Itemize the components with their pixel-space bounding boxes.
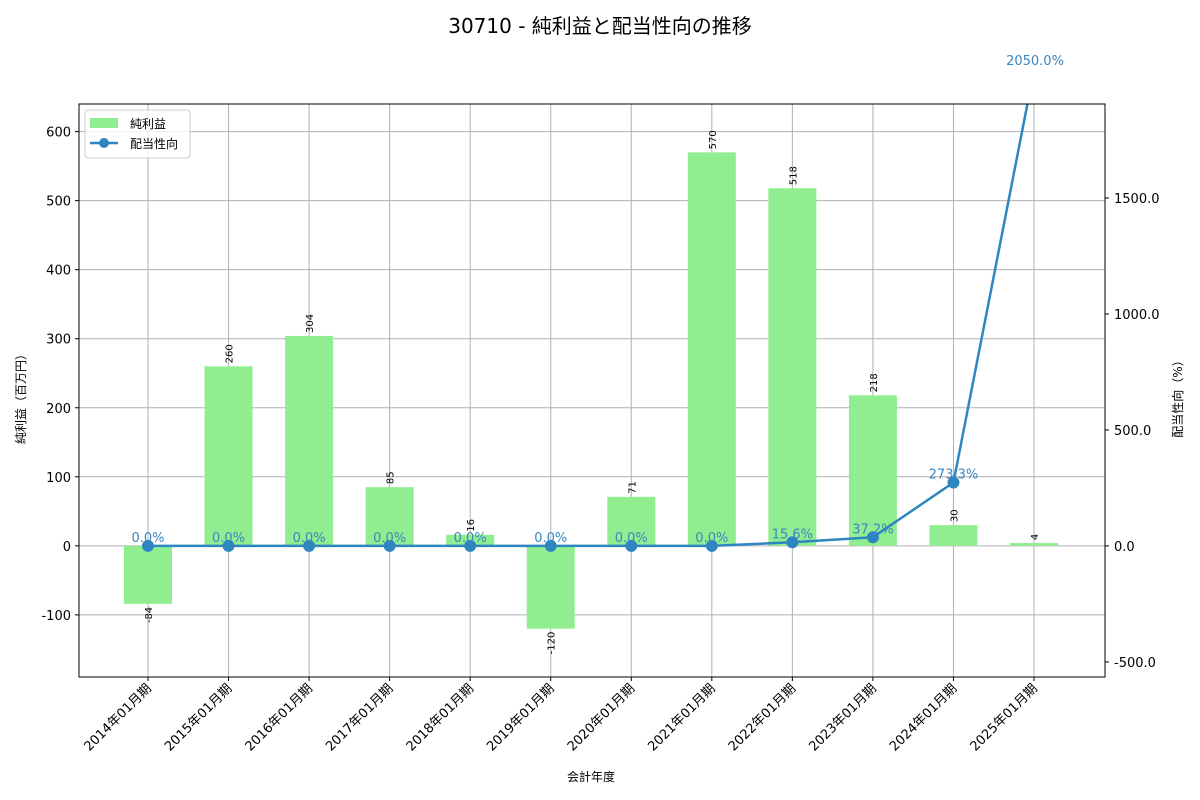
bar: [768, 188, 817, 546]
bar-value-label: 304: [305, 314, 316, 333]
right-tick-label: 0.0: [1114, 540, 1135, 555]
x-tick-label: 2020年01月期: [565, 681, 638, 754]
bar: [365, 487, 414, 546]
bar-value-label: 30: [949, 509, 960, 522]
payout-line-path: [148, 104, 1029, 548]
left-y-axis-label: 純利益（百万円）: [14, 348, 28, 444]
left-tick-label: 0: [63, 540, 71, 555]
bar-value-label: 260: [225, 344, 236, 363]
payout-value-label: 0.0%: [695, 531, 728, 546]
payout-marker: [222, 539, 235, 552]
left-tick-label: 400: [46, 264, 71, 279]
left-tick-label: 300: [46, 333, 71, 348]
payout-value-label: 0.0%: [534, 531, 567, 546]
right-y-axis: -500.0 0.0 500.0 1000.0 1500.0: [1105, 192, 1160, 671]
plot-frame: [78, 103, 1106, 678]
x-tick-label: 2023年01月期: [806, 681, 879, 754]
legend-item-net-income: 純利益: [130, 117, 166, 131]
x-tick-label: 2017年01月期: [323, 681, 396, 754]
right-tick-label: 1000.0: [1114, 308, 1160, 323]
x-tick-label: 2024年01月期: [887, 681, 960, 754]
bar: [929, 525, 978, 546]
legend-bar-swatch-icon: [90, 118, 118, 128]
bar: [687, 152, 736, 546]
right-tick-label: 500.0: [1114, 424, 1151, 439]
bar-value-label: 71: [627, 481, 638, 494]
bar-value-label: -84: [144, 607, 155, 623]
net-income-bars: [124, 152, 1058, 629]
x-tick-label: 2015年01月期: [162, 681, 235, 754]
chart-title: 30710 - 純利益と配当性向の推移: [448, 14, 752, 38]
payout-ratio-line: [142, 104, 1029, 552]
right-y-axis-label: 配当性向（%）: [1170, 354, 1185, 437]
bar: [607, 496, 656, 546]
left-tick-label: 600: [46, 126, 71, 141]
legend-marker-icon: [99, 138, 109, 148]
x-axis-label: 会計年度: [567, 769, 615, 784]
right-tick-label: -500.0: [1114, 656, 1156, 671]
payout-value-label: 2050.0%: [1006, 54, 1064, 69]
bar-value-label: 570: [708, 130, 719, 149]
bar-value-label: 4: [1030, 534, 1041, 540]
left-tick-label: -100: [41, 609, 71, 624]
bar-value-label: 218: [869, 373, 880, 392]
left-y-axis: -100 0 100 200 300 400 500 600: [41, 126, 79, 624]
payout-ratio-labels: 0.0% 0.0% 0.0% 0.0% 0.0% 0.0% 0.0% 0.0% 15.6% 37.…: [131, 54, 1063, 546]
x-tick-label: 2016年01月期: [243, 681, 316, 754]
payout-value-label: 0.0%: [454, 531, 487, 546]
x-tick-label: 2014年01月期: [82, 681, 155, 754]
bar-value-label: 518: [788, 166, 799, 185]
payout-value-label: 0.0%: [293, 531, 326, 546]
payout-value-label: 0.0%: [212, 531, 245, 546]
payout-marker: [705, 539, 718, 552]
payout-marker: [786, 536, 799, 549]
bar: [526, 545, 575, 629]
payout-marker: [303, 539, 316, 552]
payout-marker: [383, 539, 396, 552]
payout-marker: [142, 539, 154, 552]
bar: [848, 395, 897, 546]
x-tick-label: 2025年01月期: [968, 681, 1041, 754]
bar: [285, 335, 334, 546]
left-tick-label: 200: [46, 402, 71, 417]
x-tick-label: 2019年01月期: [484, 681, 557, 754]
bar: [1010, 543, 1058, 546]
payout-marker: [464, 539, 477, 552]
payout-marker: [947, 476, 960, 489]
bar-value-label: 85: [386, 471, 397, 484]
payout-value-label: 273.3%: [929, 468, 979, 483]
x-tick-label: 2021年01月期: [645, 681, 718, 754]
payout-marker: [625, 539, 638, 552]
x-tick-label: 2018年01月期: [404, 681, 477, 754]
legend: 純利益 配当性向: [84, 109, 191, 159]
bar-value-label: -120: [547, 632, 558, 655]
payout-value-label: 37.2%: [852, 522, 893, 537]
payout-value-label: 0.0%: [373, 531, 406, 546]
left-tick-label: 500: [46, 195, 71, 210]
bar: [124, 545, 172, 604]
left-tick-label: 100: [46, 471, 71, 486]
payout-marker: [544, 539, 557, 552]
bar: [204, 366, 253, 546]
payout-value-label: 0.0%: [615, 531, 648, 546]
payout-marker: [866, 531, 879, 544]
x-axis: 2014年01月期 2015年01月期 2016年01月期 2017年01月期 2018…: [82, 677, 1041, 755]
bar-value-label: 16: [466, 519, 477, 532]
right-tick-label: 1500.0: [1114, 192, 1160, 207]
x-tick-label: 2022年01月期: [726, 681, 799, 754]
legend-item-payout-ratio: 配当性向: [130, 136, 178, 151]
payout-value-label: 0.0%: [131, 531, 164, 546]
payout-value-label: 15.6%: [772, 527, 813, 542]
